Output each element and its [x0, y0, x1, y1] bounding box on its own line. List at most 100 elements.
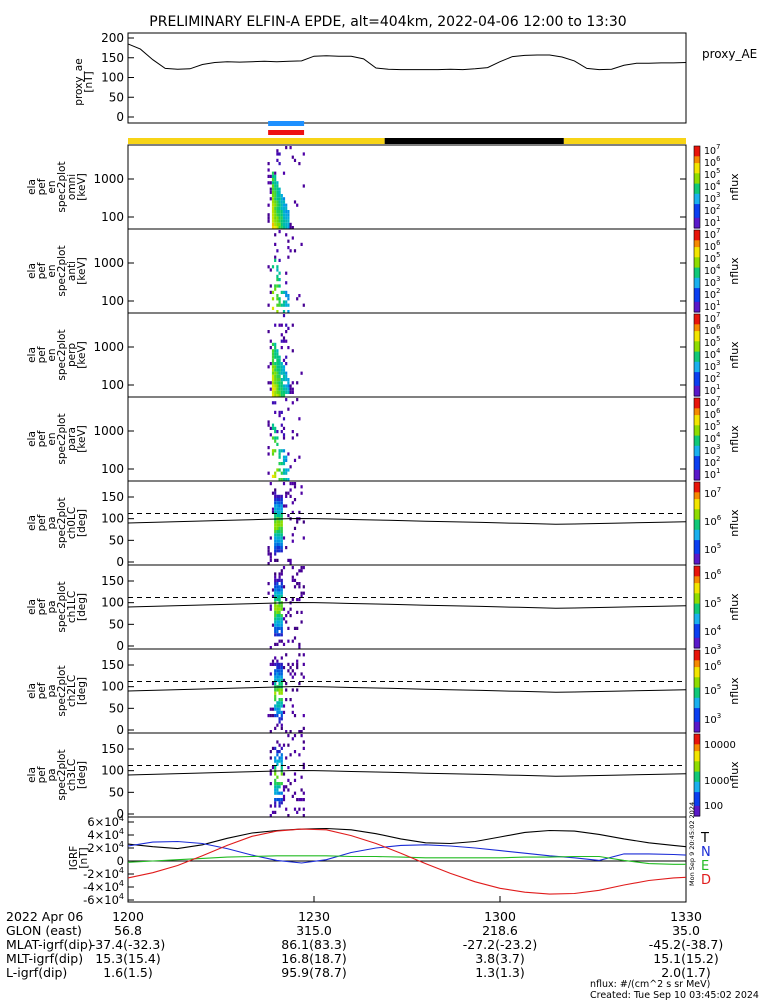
colorbar-swatch [694, 553, 700, 558]
spec-cell [276, 200, 279, 204]
spec-cell [285, 294, 288, 298]
spec-cell [271, 384, 275, 388]
units-note: nflux: #/(cm^2 s sr MeV) [590, 979, 710, 990]
spec-cell [280, 772, 283, 776]
spec-cell [296, 582, 299, 586]
ytick-label: 150 [101, 742, 124, 756]
spec-cell [274, 582, 277, 586]
spec-cell [276, 678, 279, 682]
spec-cell [271, 381, 275, 385]
spec-cell [274, 620, 277, 624]
ylabel-line: [keV] [76, 341, 88, 369]
proxy-ae-panel: 0 50 100 150 200 proxy_ae[nT] proxy_AE [73, 31, 757, 124]
spec-cell [278, 633, 281, 637]
spec-cell [274, 381, 277, 385]
spec-cell [274, 546, 277, 550]
spec-cell [278, 520, 281, 524]
spec-cell [280, 507, 283, 511]
spec-cell [276, 626, 279, 630]
colorbar-swatch [694, 236, 700, 241]
spec-cell [269, 672, 272, 676]
spec-cell [280, 746, 283, 750]
colorbar-swatch [694, 687, 700, 692]
spec-cell [302, 726, 305, 730]
spec-cell [271, 368, 275, 372]
colorbar-tick: 106 [704, 659, 722, 673]
spec-cell [276, 785, 279, 789]
spec-cell [302, 152, 305, 156]
spec-cell [274, 614, 277, 618]
spec-cell [285, 384, 288, 388]
spec-cell [276, 782, 279, 786]
spec-cell [269, 346, 272, 350]
colorbar-swatch [694, 546, 700, 551]
spec-cell [271, 190, 275, 194]
spec-cell [291, 482, 294, 486]
spec-cell [278, 394, 281, 398]
spec-cell [282, 339, 286, 343]
spec-cell [278, 523, 281, 527]
spec-cell [271, 510, 275, 514]
ela_pef_en_spec2plot_para: 1001000elapefenspec2plotpara[keV]1011021… [26, 395, 741, 482]
spec-cell [276, 149, 279, 153]
spec-cell [287, 294, 290, 298]
spec-cell [269, 714, 272, 718]
spec-cell [274, 510, 277, 514]
colorbar-swatch [694, 519, 700, 524]
colorbar-swatch [694, 641, 700, 646]
colorbar-tick: 106 [704, 514, 722, 528]
spec-cell [276, 184, 279, 188]
spec-cell [282, 678, 286, 682]
spec-cell [278, 462, 281, 466]
colorbar-swatch [694, 428, 700, 433]
spec-cell [274, 572, 277, 576]
colorbar-swatch [694, 603, 700, 608]
colorbar-swatch [694, 757, 700, 762]
colorbar-swatch [694, 512, 700, 517]
spec-cell [289, 782, 292, 786]
spec-cell [289, 558, 292, 562]
colorbar-swatch [694, 324, 700, 329]
ylabel-line: pef [36, 178, 48, 195]
ytick-label: 50 [109, 785, 124, 799]
spec-cell [300, 569, 303, 573]
spec-cell [274, 539, 277, 543]
footer-glon-3: 218.6 [482, 923, 518, 938]
spec-cell [274, 688, 277, 692]
spec-cell [287, 381, 290, 385]
spec-cell [278, 449, 281, 453]
spec-cell [271, 423, 275, 427]
colorbar-swatch [694, 146, 700, 150]
spec-cell [287, 626, 290, 630]
spec-cell [278, 510, 281, 514]
spec-cell [300, 798, 303, 802]
spec-cell [276, 349, 279, 353]
colorbar-swatch [694, 802, 700, 807]
spec-cell [267, 549, 270, 553]
spec-cell [276, 226, 279, 230]
colorbar-swatch [694, 389, 700, 394]
spec-cell [278, 669, 281, 673]
colorbar-swatch [694, 529, 700, 534]
spec-cell [282, 371, 286, 375]
spec-cell [278, 284, 281, 288]
spec-cell [278, 678, 281, 682]
colorbar-tick: 10000 [704, 740, 736, 751]
spec-cell [278, 546, 281, 550]
spec-cell [300, 775, 303, 779]
spec-cell [287, 255, 290, 259]
colorbar-swatch [694, 378, 700, 383]
ylabel-line: omni [66, 174, 78, 200]
spec-cell [280, 656, 283, 660]
footer-label-date: 2022 Apr 06 [6, 909, 83, 924]
spec-cell [280, 381, 283, 385]
colorbar-swatch [694, 737, 700, 742]
spec-cell [280, 542, 283, 546]
colorbar-swatch [694, 224, 700, 229]
spec-cell [280, 756, 283, 760]
colorbar-swatch [694, 785, 700, 790]
spec-cell [298, 807, 301, 811]
spec-cell [282, 471, 286, 475]
spec-cell [276, 558, 279, 562]
